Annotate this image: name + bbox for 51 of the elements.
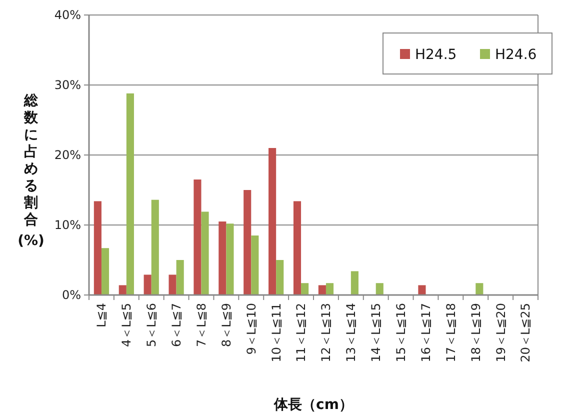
x-tick-label: 20＜L≦25 (518, 303, 533, 362)
y-tick-label: 20% (54, 148, 81, 162)
y-tick-label: 0% (62, 288, 81, 302)
bar (326, 283, 334, 295)
bar (476, 283, 484, 295)
bar (101, 248, 110, 295)
x-tick-label: 9＜L≦10 (244, 303, 258, 355)
bar (268, 148, 276, 295)
text: 総数に占める割合(%) (18, 93, 44, 249)
bar (276, 260, 284, 295)
x-tick-label: 14＜L≦15 (369, 303, 384, 362)
bar (94, 201, 102, 295)
bar (194, 180, 202, 295)
bar (201, 212, 209, 295)
x-tick-label: 4＜L≦5 (120, 303, 134, 348)
bar (301, 283, 309, 295)
bar (168, 274, 176, 295)
x-tick-label: 18＜L≦19 (468, 303, 483, 362)
bar (218, 222, 226, 295)
legend-label: H24.5 (415, 46, 457, 63)
bar (151, 200, 159, 295)
x-tick-label: 10＜L≦11 (269, 303, 284, 362)
x-tick-label: 13＜L≦14 (344, 303, 358, 362)
x-tick-label: 12＜L≦13 (319, 303, 334, 362)
x-tick-label: 11＜L≦12 (294, 303, 308, 362)
x-tick-label: 6＜L≦7 (170, 303, 184, 348)
bar (251, 236, 259, 295)
bar (126, 93, 134, 295)
x-tick-label: 7＜L≦8 (194, 303, 208, 348)
x-tick-label: 17＜L≦18 (444, 303, 458, 362)
bar (144, 274, 152, 295)
y-tick-label: 40% (54, 8, 81, 22)
bar (118, 285, 126, 295)
bar (244, 190, 252, 295)
x-tick-label: L≦4 (94, 303, 109, 328)
x-tick-label: 16＜L≦17 (418, 303, 433, 362)
bar (418, 285, 426, 295)
x-tick-label: 19＜L≦20 (494, 303, 508, 362)
x-axis-title: 体長（cm） (273, 397, 353, 413)
x-tick-label: 15＜L≦16 (394, 303, 408, 362)
x-tick-label: 5＜L≦6 (144, 303, 159, 348)
legend-label: H24.6 (495, 46, 537, 63)
bar (293, 201, 302, 295)
bar (376, 283, 384, 295)
bar (176, 260, 184, 295)
bar (226, 224, 234, 295)
y-tick-label: 10% (54, 218, 81, 232)
y-tick-label: 30% (54, 78, 81, 92)
bar (318, 285, 326, 295)
x-tick-label: 8＜L≦9 (219, 303, 234, 348)
bar (350, 271, 358, 295)
